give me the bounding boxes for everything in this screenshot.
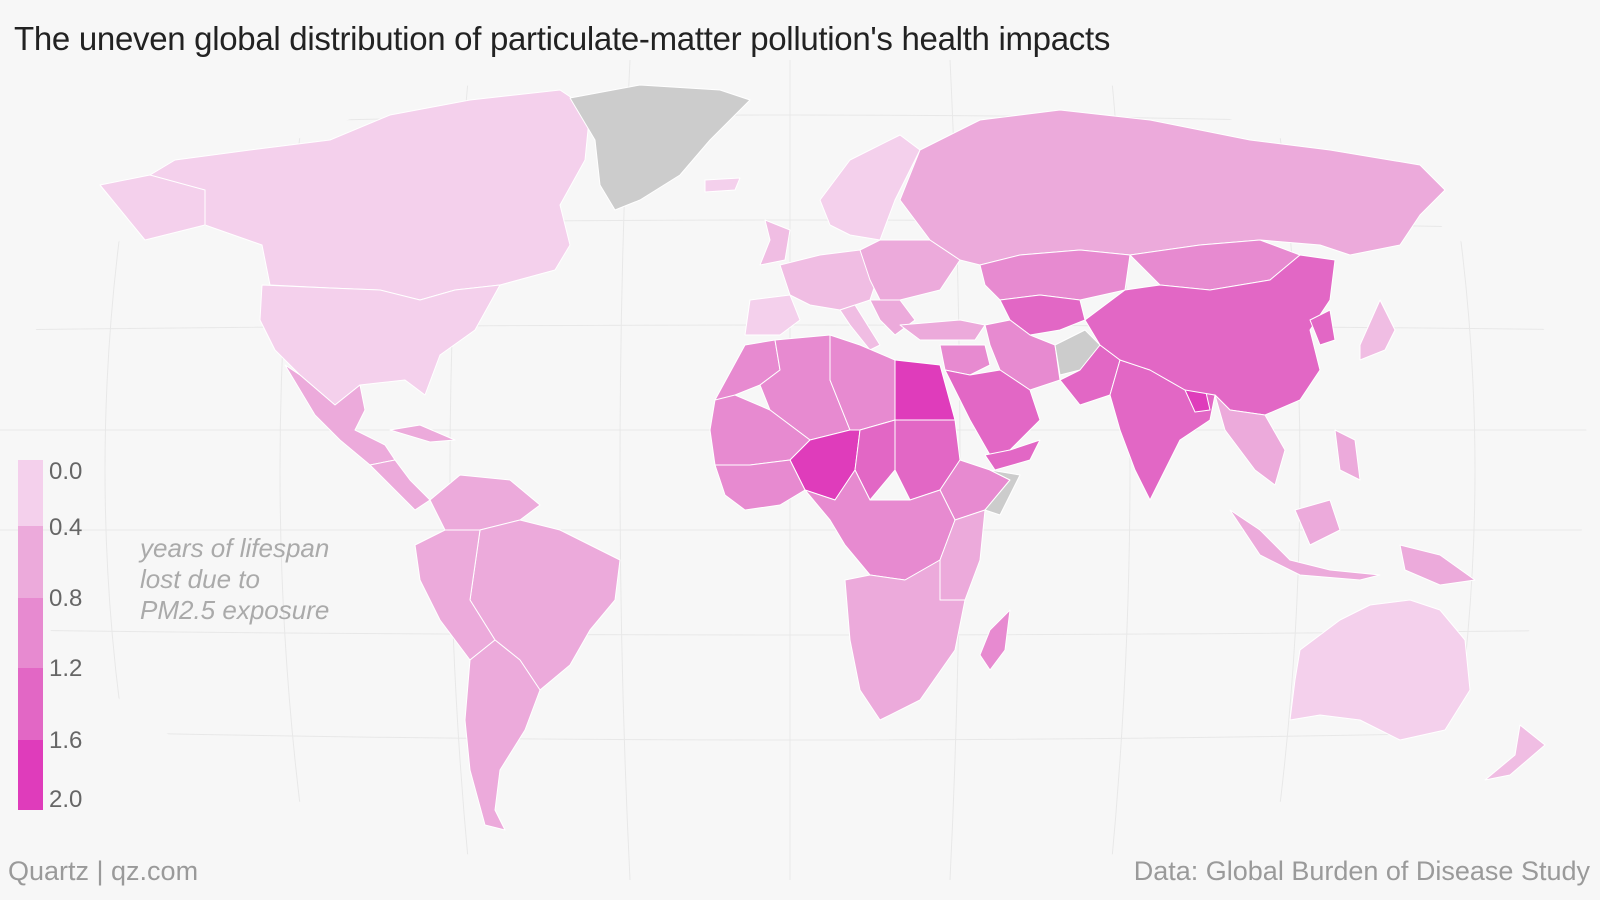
country-uk[interactable] bbox=[759, 219, 791, 266]
legend-tick-1: 0.4 bbox=[49, 514, 83, 541]
legend-tick-5: 2.0 bbox=[49, 786, 83, 813]
country-scandinavia[interactable] bbox=[819, 134, 921, 241]
legend-title-line-1: years of lifespan bbox=[140, 533, 330, 563]
country-saudi-arabia[interactable] bbox=[944, 369, 1041, 456]
country-indonesia[interactable] bbox=[1229, 509, 1381, 581]
country-china[interactable] bbox=[1084, 254, 1336, 416]
country-usa[interactable] bbox=[259, 284, 501, 406]
country-somalia[interactable] bbox=[984, 469, 1021, 516]
legend-title-line-3: PM2.5 exposure bbox=[140, 595, 330, 625]
country-eastern-europe[interactable] bbox=[859, 239, 961, 301]
country-cuba[interactable] bbox=[389, 424, 456, 443]
country-greenland[interactable] bbox=[569, 84, 751, 211]
country-borneo[interactable] bbox=[1294, 499, 1341, 546]
country-southeast-asia[interactable] bbox=[1214, 394, 1286, 486]
country-middle-east[interactable] bbox=[939, 344, 991, 376]
legend-swatch-0 bbox=[18, 460, 43, 526]
legend-tick-4: 1.6 bbox=[49, 727, 83, 754]
credit-text: Quartz | qz.com bbox=[8, 856, 199, 886]
country-southern-africa[interactable] bbox=[844, 559, 966, 721]
country-iceland[interactable] bbox=[704, 177, 741, 193]
legend-color-scale bbox=[18, 460, 43, 810]
country-canada[interactable] bbox=[144, 89, 591, 301]
country-chad[interactable] bbox=[854, 419, 896, 501]
country-new-zealand[interactable] bbox=[1484, 724, 1546, 781]
legend-swatch-3 bbox=[18, 668, 43, 740]
legend-tick-3: 1.2 bbox=[49, 655, 83, 682]
legend-tick-0: 0.0 bbox=[49, 458, 83, 485]
country-alaska[interactable] bbox=[99, 174, 206, 241]
country-yemen[interactable] bbox=[984, 439, 1041, 471]
country-madagascar[interactable] bbox=[979, 609, 1011, 671]
country-kazakhstan[interactable] bbox=[979, 249, 1131, 301]
source-text: Data: Global Burden of Disease Study bbox=[1133, 856, 1590, 886]
country-australia[interactable] bbox=[1289, 599, 1471, 741]
country-argentina-chile[interactable] bbox=[464, 639, 541, 831]
country-png[interactable] bbox=[1399, 544, 1476, 586]
legend-title: years of lifespan lost due to PM2.5 expo… bbox=[140, 533, 329, 626]
legend-tick-2: 0.8 bbox=[49, 585, 83, 612]
chart-title: The uneven global distribution of partic… bbox=[14, 20, 1111, 57]
legend-swatch-2 bbox=[18, 598, 43, 668]
country-west-africa[interactable] bbox=[714, 459, 806, 511]
legend-swatch-1 bbox=[18, 526, 43, 598]
countries bbox=[99, 84, 1546, 831]
country-russia[interactable] bbox=[899, 109, 1446, 266]
country-italy[interactable] bbox=[839, 304, 881, 351]
legend-title-line-2: lost due to bbox=[140, 564, 260, 594]
country-iberia[interactable] bbox=[744, 294, 801, 336]
country-mexico[interactable] bbox=[284, 364, 396, 466]
country-korea[interactable] bbox=[1309, 309, 1336, 346]
country-turkey[interactable] bbox=[899, 319, 986, 341]
country-japan[interactable] bbox=[1359, 299, 1396, 361]
legend-swatch-4 bbox=[18, 740, 43, 810]
country-central-america[interactable] bbox=[369, 459, 431, 511]
country-philippines[interactable] bbox=[1334, 429, 1361, 481]
